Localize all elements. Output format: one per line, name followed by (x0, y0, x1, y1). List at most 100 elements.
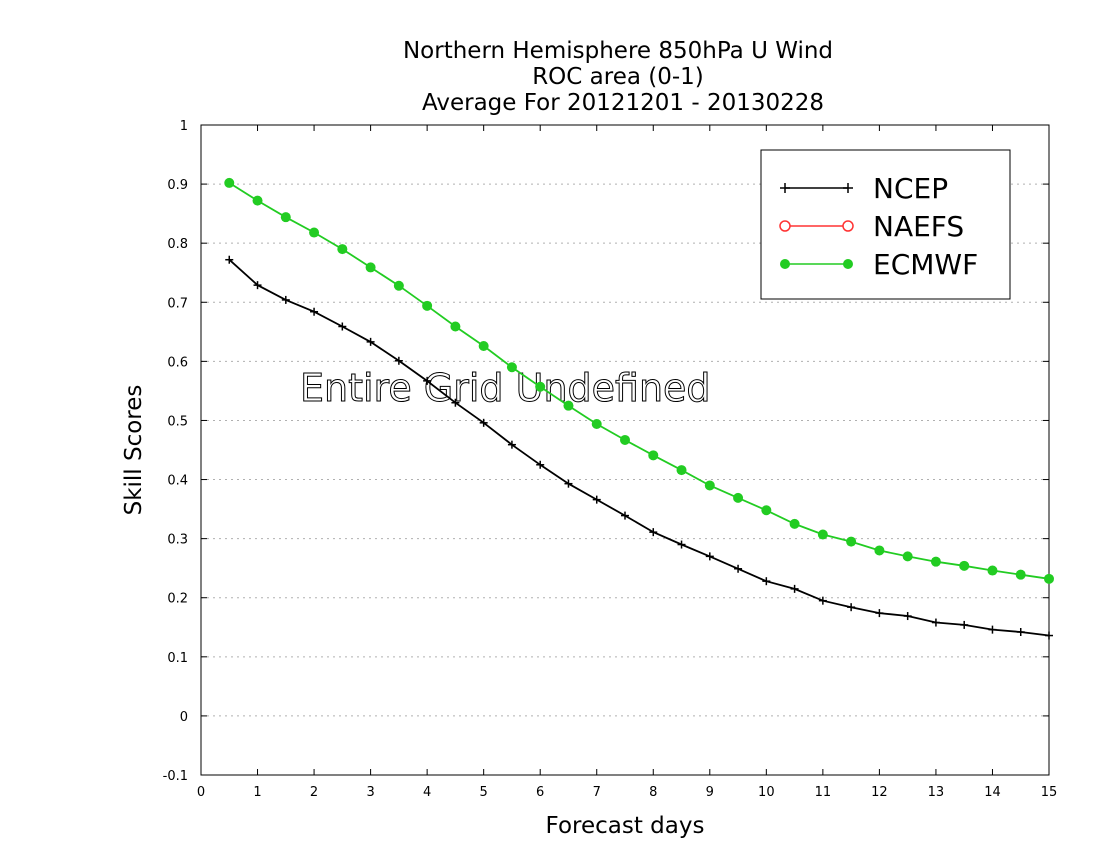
y-tick-label: 0.7 (167, 296, 188, 311)
x-tick-label: 7 (593, 785, 601, 800)
tick-layer: -0.100.10.20.30.40.50.60.70.80.910 1 2 3 4 5 6… (163, 119, 1058, 800)
filled-circle-marker (280, 212, 291, 223)
filled-circle-marker (648, 450, 659, 461)
filled-circle-marker (817, 529, 828, 540)
plot-frame (200, 124, 1050, 776)
x-tick-label: 2 (310, 785, 318, 800)
plus-marker (366, 337, 375, 346)
filled-circle-marker (1044, 573, 1054, 584)
x-tick-label: 9 (706, 785, 714, 800)
series-ncep-line (228, 259, 1050, 637)
filled-circle-marker (843, 259, 853, 269)
filled-circle-marker (422, 300, 433, 311)
filled-circle-marker (780, 259, 790, 269)
filled-circle-marker (337, 244, 348, 255)
x-tick-label: 3 (366, 785, 374, 800)
plus-marker (338, 322, 347, 331)
plus-marker (451, 398, 460, 407)
plus-marker (479, 418, 488, 427)
filled-circle-marker (450, 321, 461, 332)
title-line-3: Average For 20121201 - 20130228 (422, 90, 824, 116)
plus-marker (564, 479, 573, 488)
x-tick-label: 11 (815, 785, 832, 800)
open-circle-marker (842, 220, 854, 232)
filled-circle-marker (704, 480, 715, 491)
legend-label: ECMWF (873, 248, 978, 281)
plus-marker (225, 255, 234, 264)
filled-circle-marker (761, 505, 772, 516)
plus-marker (762, 577, 771, 586)
plus-marker (960, 620, 969, 629)
series-layer (224, 177, 1054, 640)
y-tick-label: 0.5 (167, 414, 188, 429)
legend-label: NCEP (873, 172, 948, 205)
series-ecmwf (224, 177, 1054, 584)
plus-marker (621, 511, 629, 520)
x-tick-label: 8 (649, 785, 657, 800)
plus-marker (1045, 631, 1053, 640)
chart-title: Northern Hemisphere 850hPa U Wind ROC ar… (403, 38, 833, 116)
plus-marker (790, 584, 799, 593)
x-tick-label: 4 (423, 785, 431, 800)
y-tick-label: 0.4 (167, 474, 188, 489)
x-tick-label: 0 (197, 785, 205, 800)
plus-marker (1016, 628, 1025, 636)
filled-circle-marker (393, 280, 404, 291)
filled-circle-marker (874, 545, 885, 556)
y-tick-label: 0.1 (167, 651, 188, 666)
plus-marker (818, 596, 827, 605)
filled-circle-marker (959, 560, 970, 571)
filled-circle-marker (309, 227, 320, 238)
plus-marker (310, 307, 319, 316)
x-tick-label: 5 (480, 785, 488, 800)
filled-circle-marker (733, 492, 744, 503)
legend-box (760, 149, 1011, 300)
y-axis-label: Skill Scores (121, 385, 147, 516)
title-line-2: ROC area (0-1) (532, 64, 704, 90)
y-tick-label: 0.9 (167, 178, 188, 193)
legend-entry-ecmwf: ECMWF (780, 248, 978, 281)
y-tick-label: 0.3 (167, 533, 188, 548)
filled-circle-marker (676, 465, 687, 476)
legend-entry-ncep: NCEP (780, 172, 948, 205)
plus-marker (734, 564, 743, 573)
x-tick-label: 15 (1041, 785, 1058, 800)
filled-circle-marker (902, 551, 913, 562)
filled-circle-marker (789, 518, 800, 529)
x-axis-label: Forecast days (546, 813, 705, 839)
plus-marker (507, 440, 516, 449)
y-tick-label: -0.1 (163, 769, 188, 784)
filled-circle-marker (563, 400, 574, 411)
filled-circle-marker (535, 381, 546, 392)
plus-marker (677, 540, 686, 549)
y-tick-label: 0.8 (167, 237, 188, 252)
filled-circle-marker (224, 177, 235, 188)
plus-marker (931, 618, 940, 627)
x-tick-label: 1 (253, 785, 261, 800)
title-line-1: Northern Hemisphere 850hPa U Wind (403, 38, 833, 64)
filled-circle-marker (1015, 569, 1026, 580)
filled-circle-marker (620, 434, 630, 445)
y-tick-label: 0 (180, 710, 188, 725)
plus-marker (423, 376, 432, 385)
open-circle-marker (779, 220, 791, 232)
filled-circle-marker (365, 262, 376, 273)
filled-circle-marker (506, 362, 517, 373)
y-tick-label: 0.2 (167, 592, 188, 607)
x-tick-label: 10 (758, 785, 775, 800)
x-tick-label: 12 (871, 785, 888, 800)
legend: NCEP NAEFS ECMWF (760, 149, 1011, 300)
filled-circle-marker (478, 341, 489, 351)
plus-marker (875, 609, 884, 618)
plus-marker (592, 495, 601, 504)
filled-circle-marker (930, 556, 941, 567)
legend-entry-naefs: NAEFS (779, 210, 964, 243)
plus-marker (843, 183, 853, 193)
plus-marker (536, 460, 545, 469)
y-tick-label: 0.6 (167, 355, 188, 370)
filled-circle-marker (987, 565, 998, 576)
filled-circle-marker (846, 536, 857, 547)
undefined-grid-annotation: Entire Grid Undefined (300, 366, 711, 410)
filled-circle-marker (591, 419, 602, 429)
